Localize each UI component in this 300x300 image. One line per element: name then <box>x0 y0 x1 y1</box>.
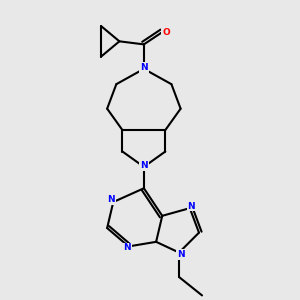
Text: N: N <box>188 202 195 211</box>
Text: N: N <box>177 250 184 259</box>
Text: N: N <box>140 63 148 72</box>
Text: N: N <box>140 161 148 170</box>
Text: N: N <box>123 244 131 253</box>
Text: N: N <box>107 195 115 204</box>
Text: O: O <box>162 28 170 37</box>
